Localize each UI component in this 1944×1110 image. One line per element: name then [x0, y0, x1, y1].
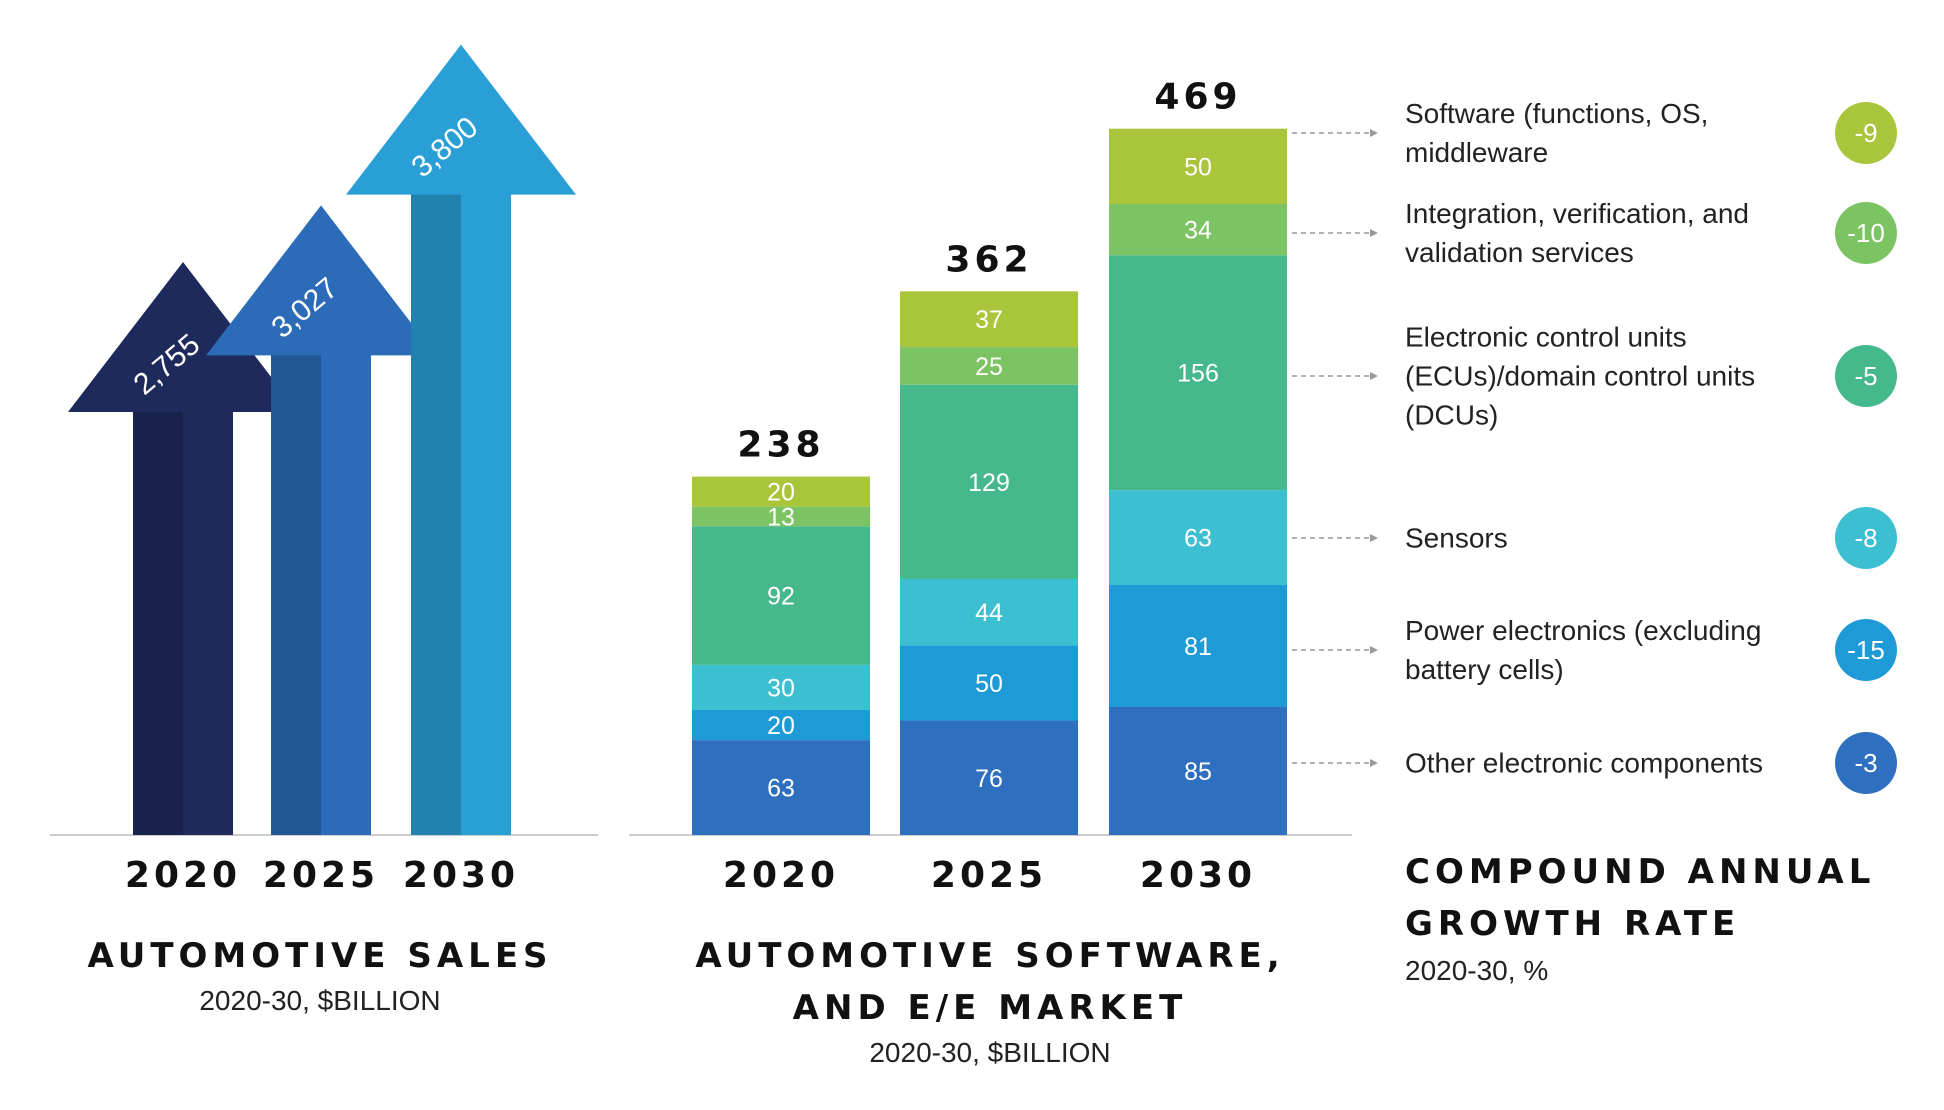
- bar-segment: [1109, 585, 1287, 707]
- bar-segment: [692, 526, 870, 665]
- bar-segment: [692, 476, 870, 507]
- arrow-shade: [271, 355, 321, 835]
- x-tick-label: 2025: [263, 855, 379, 896]
- value-label: 13: [767, 503, 795, 531]
- value-label: 20: [767, 712, 795, 740]
- value-label: 37: [975, 306, 1003, 334]
- chart-subtitle: 2020-30, $BILLION: [199, 985, 441, 1016]
- value-label: 85: [1184, 758, 1212, 786]
- legend-label: Software (functions, OS, middleware: [1405, 98, 1709, 168]
- legend-label: Integration, verification, and validatio…: [1405, 198, 1749, 268]
- value-label: 76: [975, 765, 1003, 793]
- legend-label: Power electronics (excluding battery cel…: [1405, 615, 1762, 685]
- bar-segment: [692, 740, 870, 835]
- bar-segment: [692, 710, 870, 741]
- x-tick-label: 2025: [931, 855, 1047, 896]
- cagr-badge: -9: [1835, 102, 1897, 164]
- legend-label: Other electronic components: [1405, 747, 1763, 779]
- cagr-badge: -5: [1835, 345, 1897, 407]
- leader-head: [1370, 229, 1378, 237]
- value-label: 50: [1184, 153, 1212, 181]
- bar-segment: [900, 291, 1078, 348]
- bar-segment: [1109, 490, 1287, 586]
- cagr-badge: -10: [1835, 202, 1897, 264]
- arrow-shade: [411, 194, 461, 836]
- x-tick-label: 2020: [125, 855, 241, 896]
- chart-title: AUTOMOTIVE SOFTWARE, AND E/E MARKET: [695, 936, 1285, 1028]
- legend-label: Sensors: [1405, 522, 1508, 554]
- cagr-subtitle: 2020-30, %: [1405, 955, 1549, 986]
- value-label: 30: [767, 674, 795, 702]
- leader-head: [1370, 534, 1378, 542]
- value-label: 63: [1184, 525, 1212, 553]
- bar-segment: [1109, 128, 1287, 204]
- value-label: 81: [1184, 633, 1212, 661]
- value-label: 129: [968, 469, 1010, 497]
- total-label: 238: [737, 425, 824, 466]
- value-label: 156: [1177, 360, 1219, 388]
- bar-segment: [900, 645, 1078, 721]
- leader-head: [1370, 129, 1378, 137]
- arrow: [68, 261, 298, 836]
- x-tick-label: 2030: [1140, 855, 1256, 896]
- value-label: 34: [1184, 217, 1212, 245]
- legend-label: Electronic control units (ECUs)/domain c…: [1405, 321, 1756, 431]
- bar-segment: [692, 506, 870, 527]
- arrow: [346, 44, 576, 836]
- arrow: [206, 205, 436, 835]
- value-label: 92: [767, 583, 795, 611]
- chart-subtitle: 2020-30, $BILLION: [869, 1037, 1111, 1068]
- chart-title: AUTOMOTIVE SALES: [87, 936, 553, 976]
- bar-segment: [1109, 203, 1287, 256]
- leader-head: [1370, 759, 1378, 767]
- cagr-title: COMPOUND ANNUAL GROWTH RATE: [1405, 852, 1876, 944]
- total-label: 362: [945, 239, 1032, 280]
- value-label: 20: [767, 479, 795, 507]
- x-tick-label: 2020: [723, 855, 839, 896]
- value-label: 63: [767, 775, 795, 803]
- total-label: 469: [1154, 77, 1241, 118]
- arrow-shade: [133, 411, 183, 835]
- value-label: 50: [975, 670, 1003, 698]
- bar-segment: [1109, 706, 1287, 835]
- x-tick-label: 2030: [403, 855, 519, 896]
- bar-segment: [1109, 255, 1287, 491]
- bar-segment: [900, 578, 1078, 646]
- cagr-badge: -8: [1835, 507, 1897, 569]
- cagr-badge: -3: [1835, 732, 1897, 794]
- leader-head: [1370, 372, 1378, 380]
- value-label: 25: [975, 353, 1003, 381]
- bar-segment: [900, 384, 1078, 579]
- bar-segment: [900, 347, 1078, 385]
- cagr-badge: -15: [1835, 619, 1897, 681]
- value-label: 44: [975, 599, 1003, 627]
- leader-head: [1370, 646, 1378, 654]
- bar-segment: [900, 720, 1078, 835]
- bar-segment: [692, 664, 870, 711]
